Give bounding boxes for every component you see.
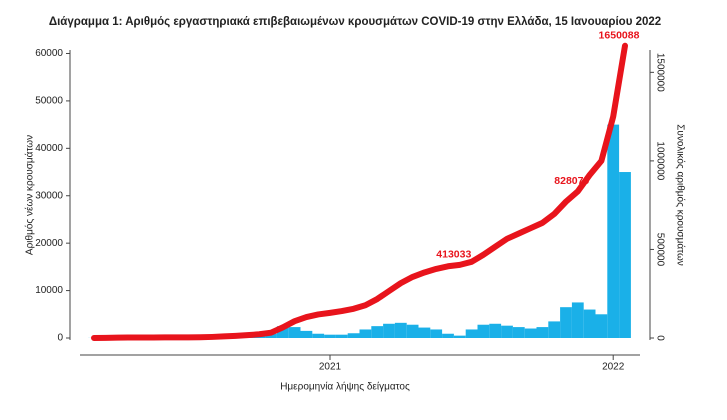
bar [360,329,372,338]
bar [301,331,313,338]
value-label: 1650088 [599,30,640,42]
bar [466,329,478,338]
bar [454,336,466,338]
chart-title: Διάγραμμα 1: Αριθμός εργαστηριακά επιβεβ… [49,16,661,28]
y-tick-label: 50000 [35,96,63,107]
bar [584,310,596,338]
y-axis-label: Αριθμός νέων κρουσμάτων [24,135,36,255]
y-tick-label: 0 [57,333,63,344]
x-tick-label: 2022 [602,362,625,373]
y2-axis-label: Συνολικός αριθμός κρουσμάτων [674,124,686,266]
bar [430,329,442,338]
y2-tick-label: 500000 [654,233,665,267]
bar [324,335,336,338]
bar [525,329,537,338]
bar [572,302,584,338]
bar [312,334,324,338]
value-label: 828079 [554,175,589,187]
bar [596,314,608,338]
y-tick-label: 10000 [35,285,63,296]
bar [383,324,395,338]
bar [395,323,407,338]
bar [348,333,360,338]
y-tick-label: 40000 [35,143,63,154]
bar [501,326,513,338]
bar [607,125,619,338]
bar [548,321,560,338]
bar [478,325,490,338]
cumulative-line [94,46,625,338]
bar [407,325,419,338]
y2-tick-label: 1500000 [654,53,665,92]
y-tick-label: 30000 [35,190,63,201]
y2-tick-label: 1000000 [654,141,665,180]
bar [619,172,631,338]
bar [371,326,383,338]
bar [442,334,454,338]
y-tick-label: 60000 [35,48,63,59]
bar [513,327,525,338]
y2-tick-label: 0 [654,335,665,341]
y-tick-label: 20000 [35,238,63,249]
bar [336,335,348,338]
x-axis-label: Ημερομηνία λήψης δείγματος [280,381,410,393]
bar [419,328,431,338]
value-label: 413033 [436,249,471,261]
bar [489,324,501,338]
bar [289,327,301,338]
bar [560,307,572,338]
x-tick-label: 2021 [319,362,342,373]
bar [537,327,549,338]
